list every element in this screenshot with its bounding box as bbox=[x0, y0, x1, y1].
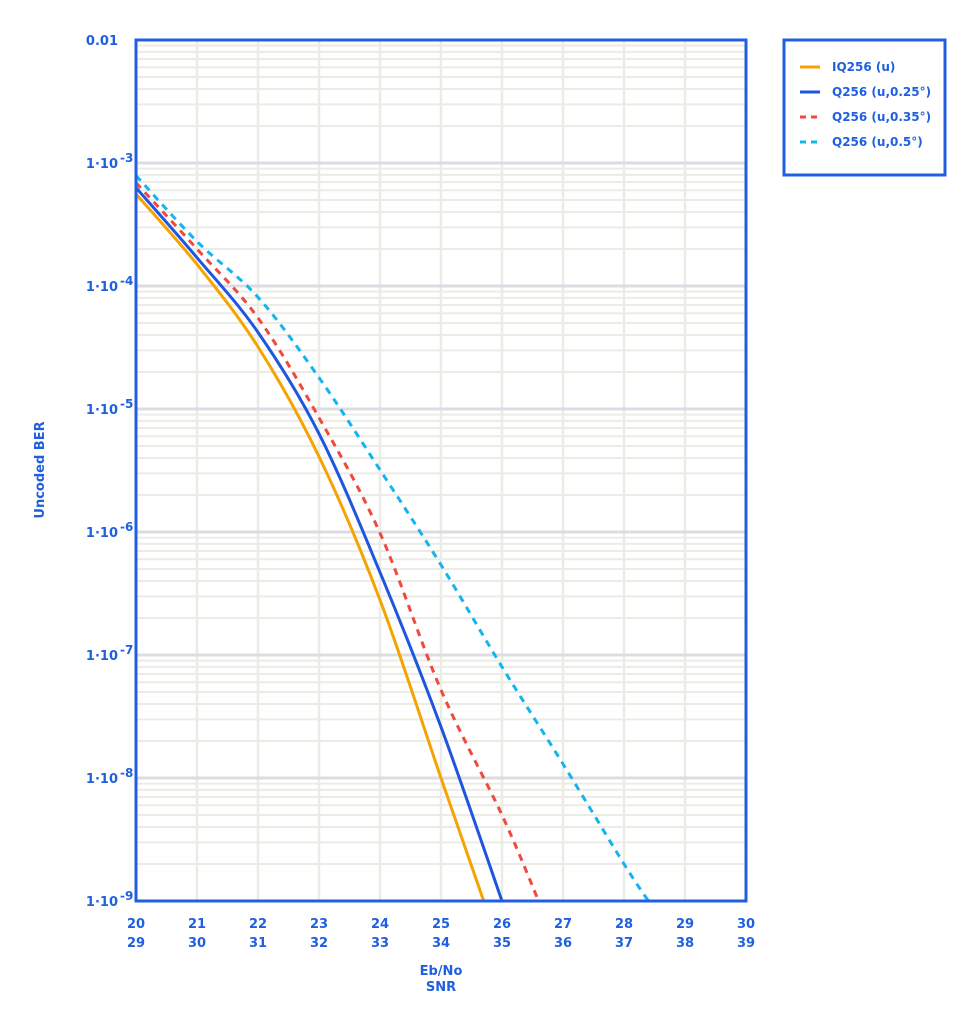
y-tick-exponent: -7 bbox=[120, 643, 133, 657]
x-tick-label-secondary: 31 bbox=[249, 936, 267, 951]
x-axis-title-secondary: SNR bbox=[426, 980, 456, 995]
series-line-2 bbox=[134, 181, 540, 902]
series-line-3 bbox=[134, 174, 650, 902]
x-tick-label: 30 bbox=[737, 917, 755, 932]
x-tick-label: 27 bbox=[554, 917, 572, 932]
y-axis-title: Uncoded BER bbox=[33, 421, 48, 518]
y-tick-label: 1·10 bbox=[86, 649, 118, 664]
grid bbox=[134, 38, 748, 903]
x-tick-label-secondary: 29 bbox=[127, 936, 145, 951]
x-tick-label: 24 bbox=[371, 917, 389, 932]
legend-label-2: Q256 (u,0.35°) bbox=[832, 110, 931, 124]
y-tick-exponent: -3 bbox=[120, 151, 133, 165]
x-tick-label: 29 bbox=[676, 917, 694, 932]
x-tick-label: 23 bbox=[310, 917, 328, 932]
x-tick-label-secondary: 34 bbox=[432, 936, 450, 951]
x-tick-label: 26 bbox=[493, 917, 511, 932]
x-axis-title: Eb/No bbox=[420, 964, 463, 979]
y-tick-exponent: -8 bbox=[120, 766, 133, 780]
x-tick-label: 25 bbox=[432, 917, 450, 932]
legend: IQ256 (u) Q256 (u,0.25°) Q256 (u,0.35°) Q25… bbox=[782, 38, 947, 177]
plot-frame bbox=[134, 38, 748, 903]
y-tick-label: 1·10 bbox=[86, 157, 118, 172]
y-tick-exponent: -5 bbox=[120, 397, 133, 411]
x-tick-label-secondary: 39 bbox=[737, 936, 755, 951]
x-tick-label-secondary: 38 bbox=[676, 936, 694, 951]
x-tick-label: 22 bbox=[249, 917, 267, 932]
x-tick-label-secondary: 30 bbox=[188, 936, 206, 951]
x-tick-label: 28 bbox=[615, 917, 633, 932]
legend-label-1: Q256 (u,0.25°) bbox=[832, 85, 931, 99]
y-tick-label: 1·10 bbox=[86, 280, 118, 295]
x-tick-label-secondary: 35 bbox=[493, 936, 511, 951]
y-tick-exponent: -9 bbox=[120, 889, 133, 903]
series-line-0 bbox=[134, 192, 486, 902]
y-tick-label: 1·10 bbox=[86, 895, 118, 910]
y-tick-label: 1·10 bbox=[86, 772, 118, 787]
y-axis-ticks: 0.011·10 -31·10 -41·10 -51·10 -61·10 -71·10 -8… bbox=[86, 34, 133, 910]
x-tick-label: 20 bbox=[127, 917, 145, 932]
series-line-1 bbox=[134, 186, 504, 902]
x-tick-label-secondary: 33 bbox=[371, 936, 389, 951]
y-tick-exponent: -6 bbox=[120, 520, 133, 534]
x-tick-label-secondary: 36 bbox=[554, 936, 572, 951]
x-tick-label: 21 bbox=[188, 917, 206, 932]
x-axis-ticks: 20 29 21 30 22 31 23 32 24 33 25 34 26 35 27 36 28 37 29 38… bbox=[127, 917, 755, 951]
legend-label-0: IQ256 (u) bbox=[832, 60, 895, 74]
y-tick-label: 0.01 bbox=[86, 34, 118, 49]
y-tick-label: 1·10 bbox=[86, 403, 118, 418]
x-tick-label-secondary: 37 bbox=[615, 936, 633, 951]
y-tick-label: 1·10 bbox=[86, 526, 118, 541]
series-lines bbox=[134, 174, 650, 902]
legend-label-3: Q256 (u,0.5°) bbox=[832, 135, 923, 149]
x-tick-label-secondary: 32 bbox=[310, 936, 328, 951]
y-tick-exponent: -4 bbox=[120, 274, 133, 288]
